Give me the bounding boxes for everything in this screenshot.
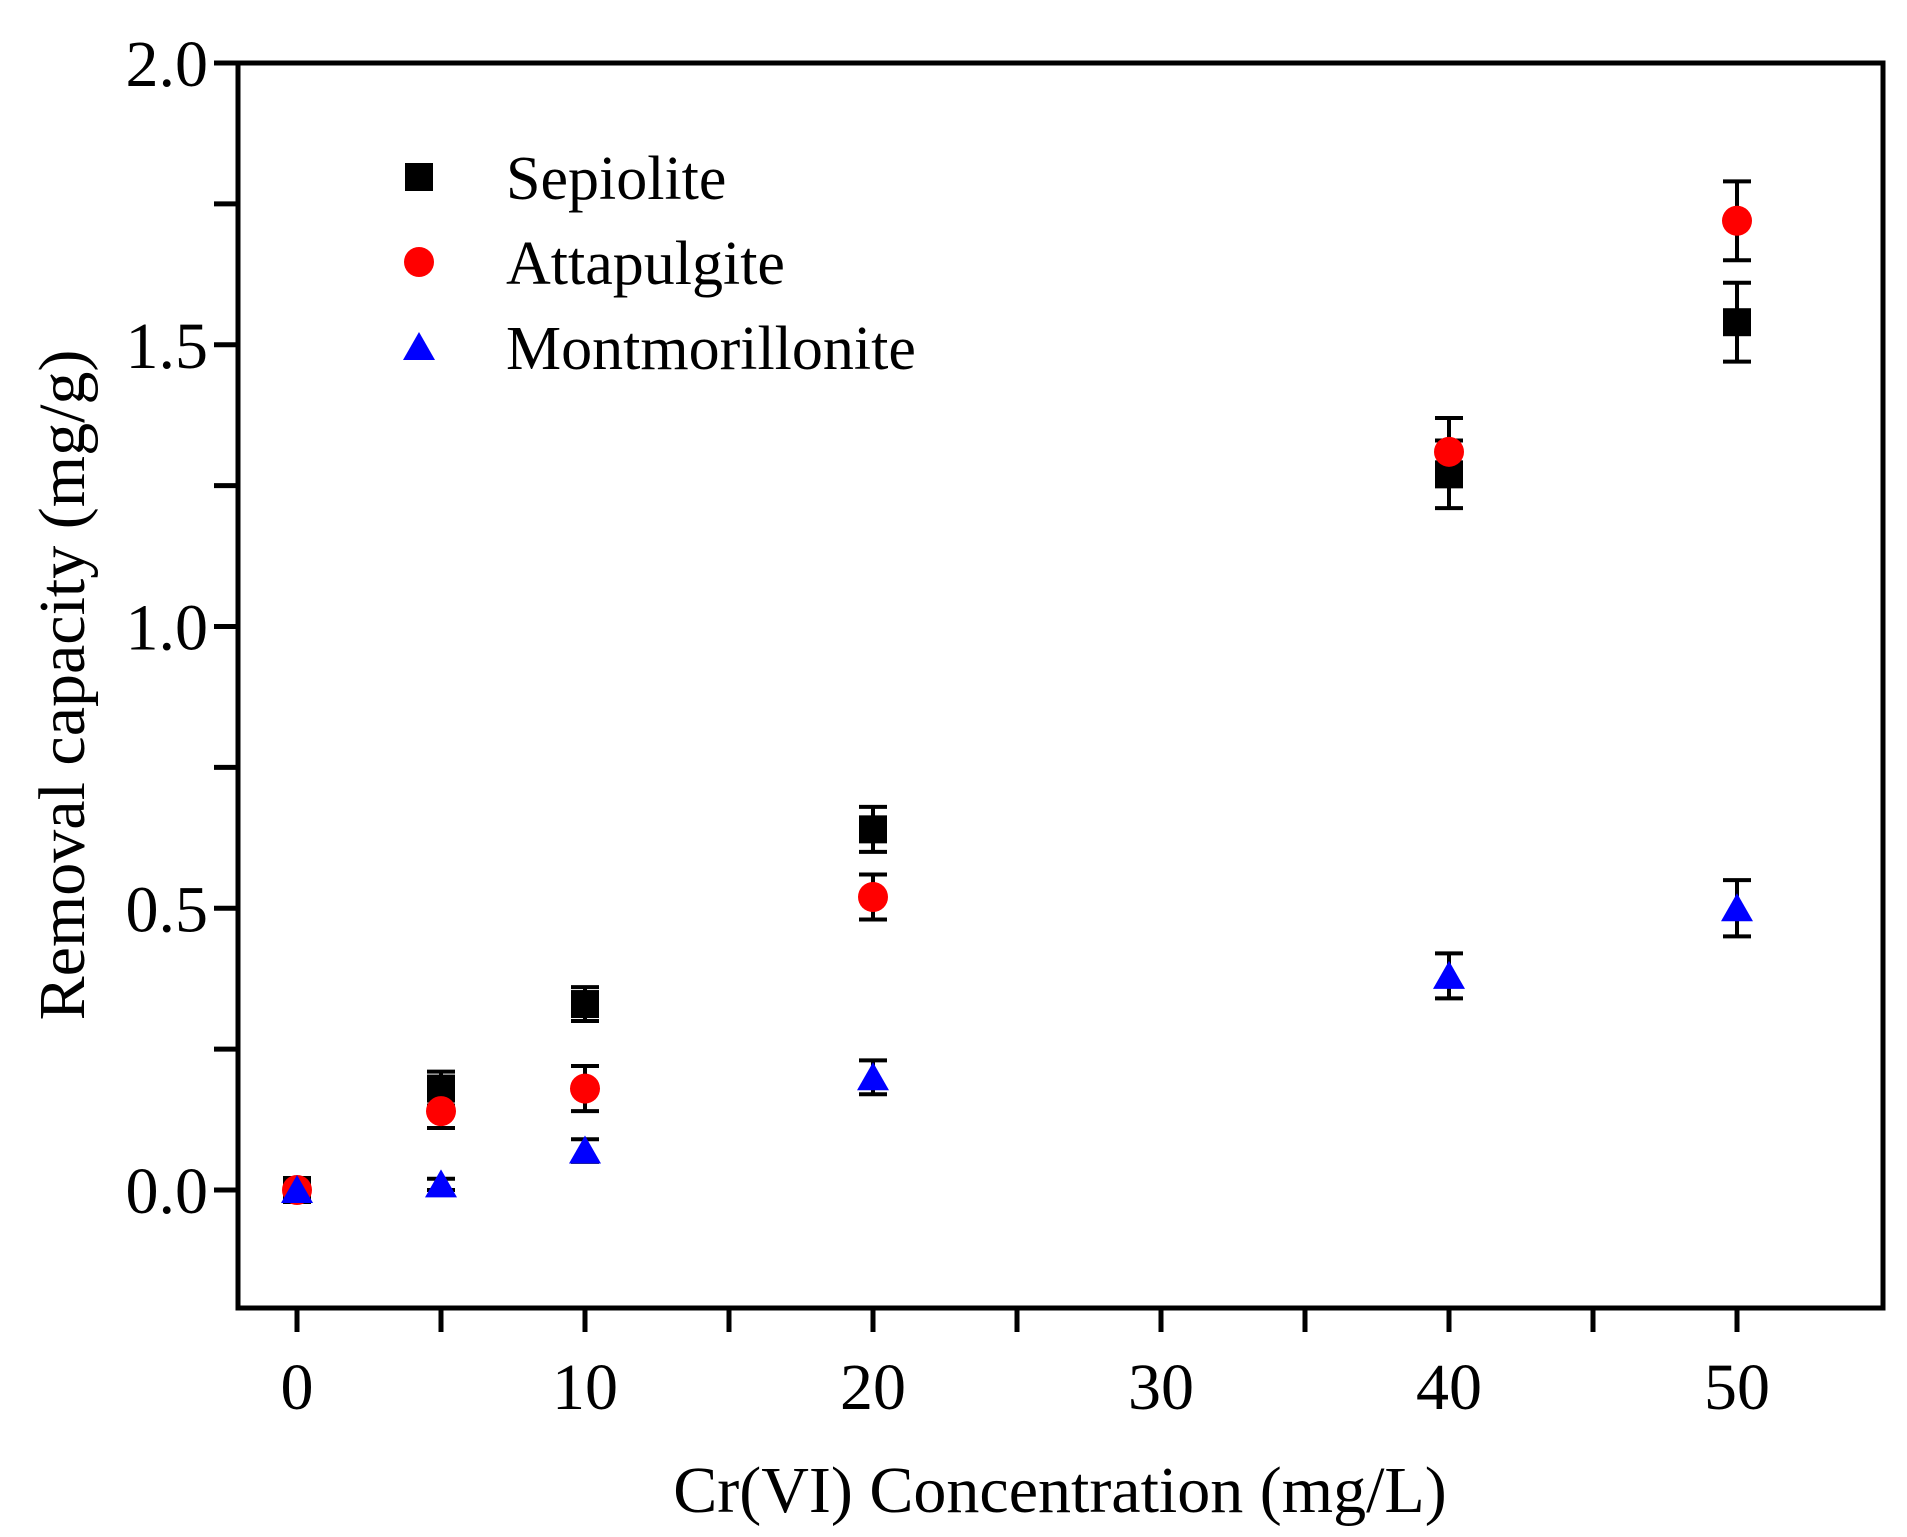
data-point-sepiolite (571, 990, 599, 1019)
series-montmorillonite (281, 878, 1753, 1203)
y-axis: 0.0 0.5 1.0 1.5 2.0 (126, 28, 238, 1228)
y-tick-label: 0.0 (126, 1155, 209, 1228)
legend-marker-sepiolite (405, 163, 433, 191)
legend-label-montmorillonite: Montmorillonite (506, 315, 916, 383)
x-axis-title: Cr(VI) Concentration (mg/L) (673, 1454, 1446, 1527)
legend-marker-attapulgite (404, 247, 434, 277)
data-point-montmorillonite (857, 1062, 889, 1091)
series-layer (281, 179, 1753, 1205)
legend-label-sepiolite: Sepiolite (506, 145, 726, 213)
y-tick-label: 2.0 (126, 28, 209, 101)
data-point-montmorillonite (1721, 893, 1753, 922)
data-point-sepiolite (859, 815, 887, 844)
data-point-montmorillonite (569, 1135, 601, 1164)
y-tick-label: 1.0 (126, 592, 209, 665)
legend-label-attapulgite: Attapulgite (506, 230, 785, 298)
x-tick-label: 0 (281, 1351, 314, 1424)
x-axis: 0 10 20 30 40 50 (281, 1308, 1770, 1424)
data-point-montmorillonite (281, 1175, 313, 1203)
data-point-attapulgite (426, 1096, 456, 1127)
x-tick-label: 30 (1128, 1351, 1194, 1424)
legend-marker-montmorillonite (403, 332, 435, 360)
x-tick-label: 40 (1416, 1351, 1482, 1424)
x-tick-label: 20 (840, 1351, 906, 1424)
series-attapulgite (282, 179, 1752, 1205)
data-point-attapulgite (1722, 205, 1752, 236)
data-point-attapulgite (1434, 436, 1464, 467)
data-point-montmorillonite (1433, 960, 1465, 989)
x-tick-label: 50 (1704, 1351, 1770, 1424)
y-axis-title: Removal capacity (mg/g) (26, 350, 99, 1021)
data-point-attapulgite (858, 881, 888, 912)
series-sepiolite (283, 280, 1751, 1204)
data-point-montmorillonite (425, 1169, 457, 1198)
plot-frame (235, 60, 1886, 1311)
y-tick-label: 0.5 (126, 873, 209, 946)
data-point-attapulgite (570, 1073, 600, 1104)
data-point-sepiolite (1723, 308, 1751, 337)
y-tick-label: 1.5 (126, 310, 209, 383)
legend: Sepiolite Attapulgite Montmorillonite (403, 145, 916, 383)
x-tick-label: 10 (552, 1351, 618, 1424)
